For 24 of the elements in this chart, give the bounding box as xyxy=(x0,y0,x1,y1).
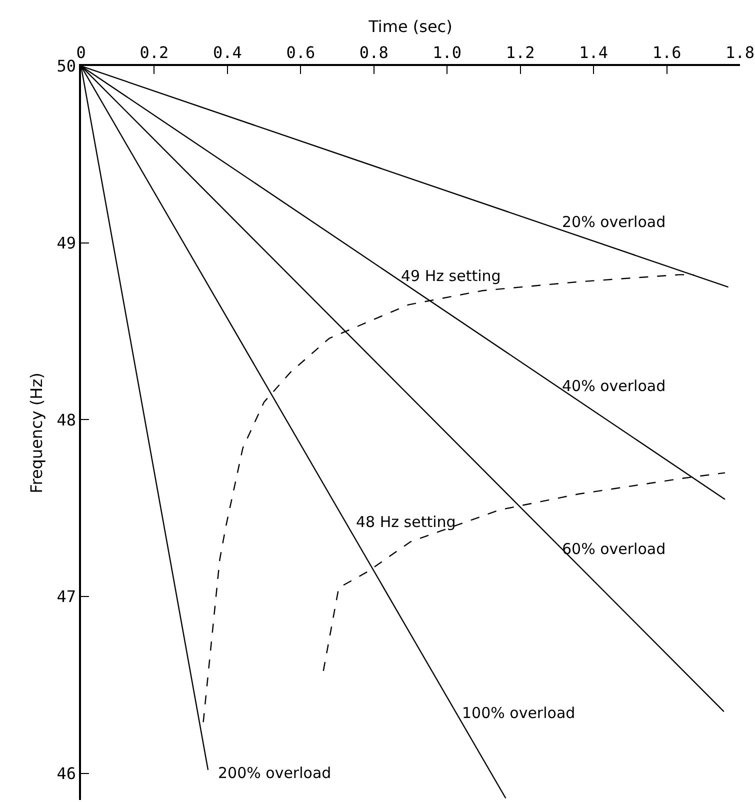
series-label: 48 Hz setting xyxy=(356,513,456,531)
x-tick-label: 0 xyxy=(76,42,86,62)
series-label: 200% overload xyxy=(218,764,332,782)
series-label: 60% overload xyxy=(562,540,666,558)
series-label: 40% overload xyxy=(562,377,666,395)
series-label: 100% overload xyxy=(462,704,576,722)
x-tick-label: 0.8 xyxy=(359,42,388,62)
x-tick-label: 1.2 xyxy=(506,42,535,62)
y-tick-label: 47 xyxy=(56,587,76,606)
x-tick-label: 1.0 xyxy=(432,42,462,62)
y-tick-label: 46 xyxy=(56,764,76,784)
y-tick-label: 50 xyxy=(56,56,76,76)
series-label: 20% overload xyxy=(562,213,666,231)
x-tick-label: 1.6 xyxy=(652,42,682,62)
x-axis-title: Time (sec) xyxy=(368,17,452,36)
x-tick-label: 0.4 xyxy=(212,42,242,62)
x-tick-label: 0.6 xyxy=(286,42,316,62)
y-axis-title: Frequency (Hz) xyxy=(27,372,46,494)
series-label: 49 Hz setting xyxy=(401,267,501,285)
x-tick-label: 1.4 xyxy=(579,42,608,62)
y-tick-label: 48 xyxy=(56,410,76,430)
x-tick-label: 0.2 xyxy=(140,42,169,62)
y-tick-label: 49 xyxy=(56,233,76,252)
x-tick-label: 1.8 xyxy=(726,42,754,62)
